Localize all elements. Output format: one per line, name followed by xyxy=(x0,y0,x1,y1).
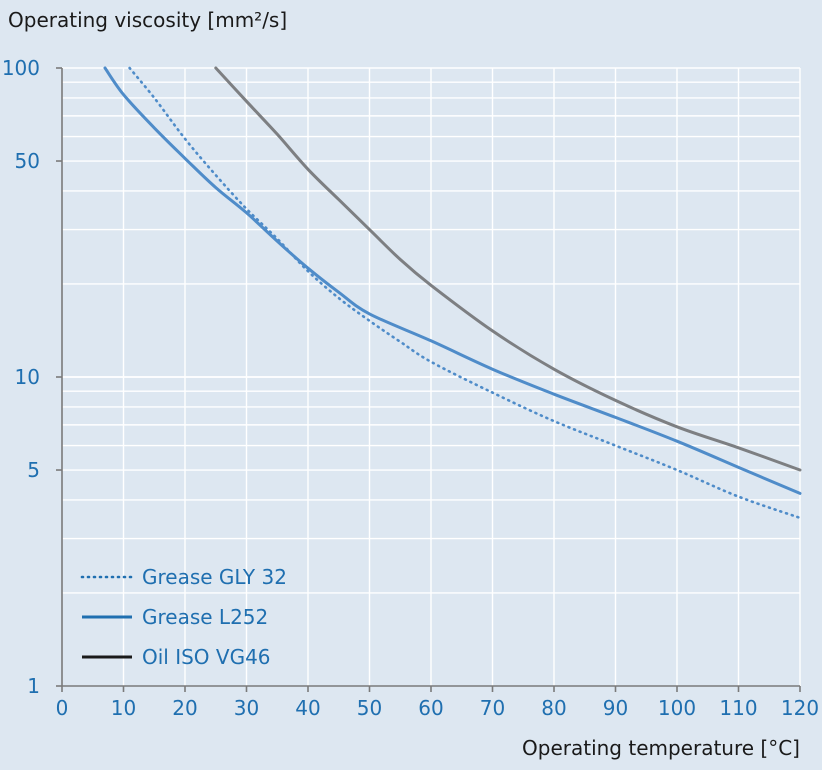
x-tick-label-80: 80 xyxy=(541,696,566,720)
x-tick-label-100: 100 xyxy=(658,696,696,720)
series-line-grease-gly32 xyxy=(128,66,802,520)
x-tick-label-110: 110 xyxy=(719,696,757,720)
y-tick-label-1: 1 xyxy=(27,674,40,698)
x-tick-label-0: 0 xyxy=(56,696,69,720)
series-lines xyxy=(103,66,802,520)
x-tick-label-120: 120 xyxy=(781,696,819,720)
y-axis-label: Operating viscosity [mm²/s] xyxy=(8,8,287,32)
x-tick-label-10: 10 xyxy=(111,696,136,720)
x-tick-label-30: 30 xyxy=(234,696,259,720)
series-line-oil-iso-vg46 xyxy=(214,66,802,472)
x-tick-label-90: 90 xyxy=(603,696,628,720)
series-line-grease-l252 xyxy=(103,66,802,495)
legend: Grease GLY 32 Grease L252 Oil ISO VG46 xyxy=(80,565,287,669)
x-tick-label-60: 60 xyxy=(418,696,443,720)
y-tick-label-100: 100 xyxy=(2,56,40,80)
tick-labels: 0 10 20 30 40 50 60 70 80 90 100 110 120 1 5 10 50 100 xyxy=(2,56,819,720)
x-tick-label-50: 50 xyxy=(357,696,382,720)
legend-label-vg46: Oil ISO VG46 xyxy=(142,645,271,669)
y-tick-label-50: 50 xyxy=(15,149,40,173)
legend-label-l252: Grease L252 xyxy=(142,605,268,629)
y-tick-label-10: 10 xyxy=(15,365,40,389)
y-tick-label-5: 5 xyxy=(27,458,40,482)
x-tick-label-70: 70 xyxy=(480,696,505,720)
x-axis-label: Operating temperature [°C] xyxy=(522,736,800,760)
legend-label-gly32: Grease GLY 32 xyxy=(142,565,287,589)
axes xyxy=(56,67,801,692)
grid xyxy=(62,67,801,686)
x-tick-label-20: 20 xyxy=(172,696,197,720)
x-tick-label-40: 40 xyxy=(295,696,320,720)
